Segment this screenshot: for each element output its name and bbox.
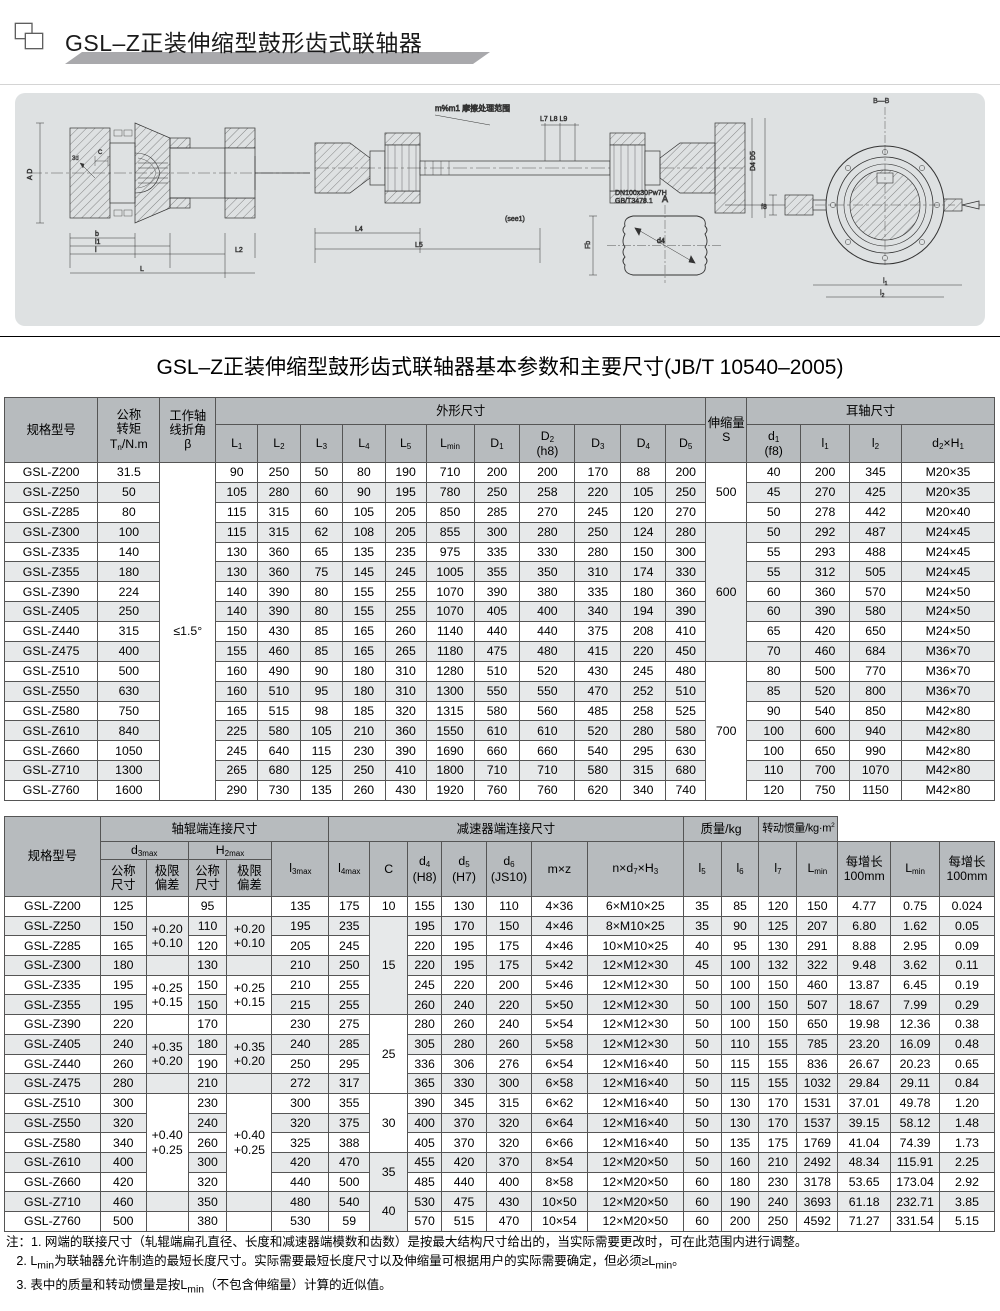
- svg-text:d4: d4: [657, 238, 665, 245]
- svg-text:A D: A D: [27, 169, 34, 180]
- svg-text:GB/T3478.1: GB/T3478.1: [615, 198, 653, 205]
- svg-text:D4 D5: D4 D5: [750, 151, 757, 171]
- svg-text:L2: L2: [235, 247, 243, 254]
- svg-text:Fb: Fb: [585, 241, 592, 249]
- svg-text:L: L: [140, 266, 144, 273]
- svg-text:L7 L8 L9: L7 L8 L9: [540, 116, 567, 123]
- svg-text:m%m1 摩擦处理范围: m%m1 摩擦处理范围: [435, 103, 510, 113]
- svg-text:B—B: B—B: [873, 98, 890, 105]
- svg-text:f8: f8: [761, 204, 767, 211]
- svg-text:b: b: [95, 231, 99, 238]
- svg-text:l: l: [95, 247, 97, 254]
- svg-text:3d: 3d: [72, 156, 79, 162]
- svg-text:l1: l1: [95, 239, 101, 246]
- svg-text:A: A: [662, 194, 668, 204]
- svg-text:l1: l1: [883, 278, 888, 287]
- svg-text:(see1): (see1): [505, 216, 525, 223]
- svg-text:L4: L4: [355, 226, 363, 233]
- svg-text:DN100x30Pw7H: DN100x30Pw7H: [615, 190, 667, 197]
- svg-text:C: C: [98, 150, 103, 156]
- svg-text:l2: l2: [880, 290, 885, 299]
- svg-text:L5: L5: [415, 242, 423, 249]
